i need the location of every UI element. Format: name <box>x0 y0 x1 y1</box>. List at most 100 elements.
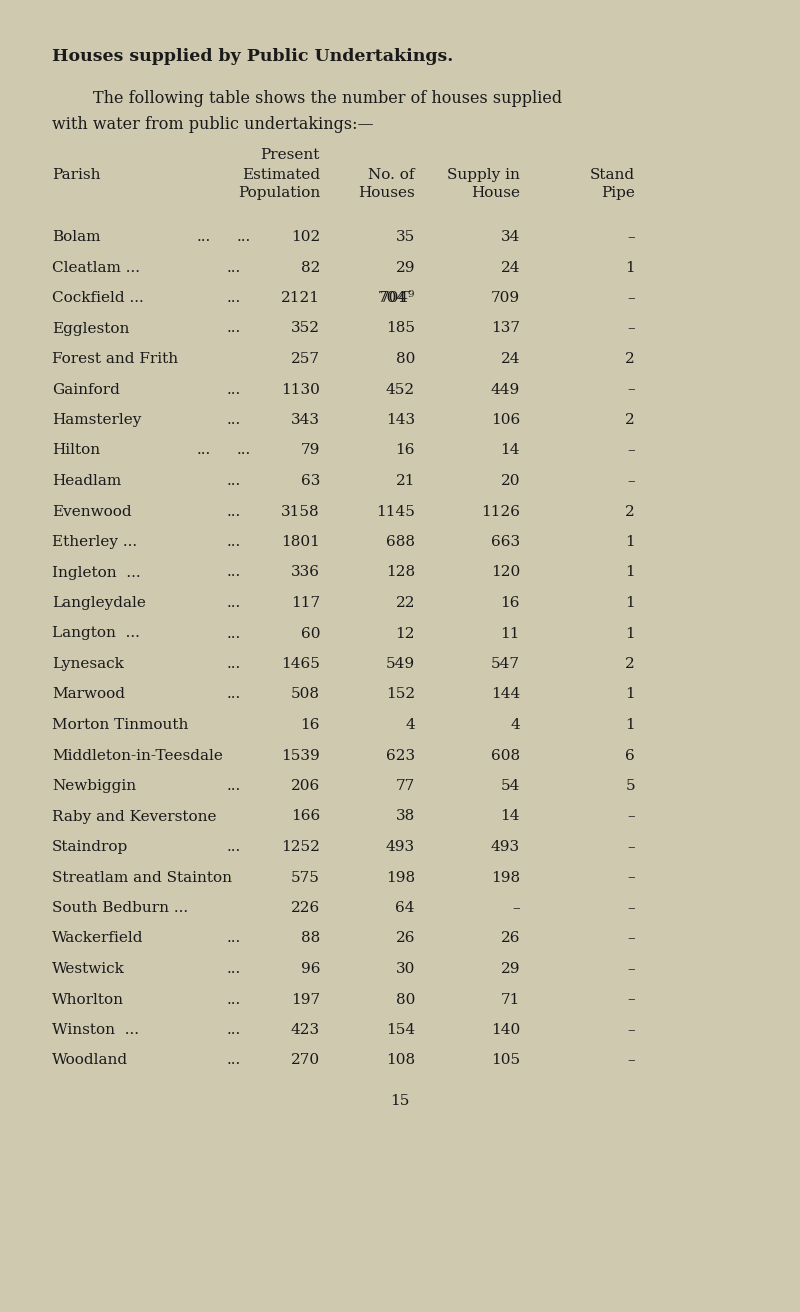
Text: Bolam: Bolam <box>52 230 101 244</box>
Text: 77: 77 <box>396 779 415 792</box>
Text: 1: 1 <box>626 261 635 274</box>
Text: Cockfield ...: Cockfield ... <box>52 291 144 304</box>
Text: 2: 2 <box>626 413 635 426</box>
Text: 226: 226 <box>290 901 320 914</box>
Text: 26: 26 <box>395 932 415 946</box>
Text: ...: ... <box>227 321 242 336</box>
Text: 493: 493 <box>491 840 520 854</box>
Text: Woodland: Woodland <box>52 1054 128 1068</box>
Text: ...: ... <box>197 230 211 244</box>
Text: 575: 575 <box>291 870 320 884</box>
Text: –: – <box>627 840 635 854</box>
Text: 2121: 2121 <box>281 291 320 304</box>
Text: ...: ... <box>227 261 242 274</box>
Text: –: – <box>627 962 635 976</box>
Text: 144: 144 <box>490 687 520 702</box>
Text: 29: 29 <box>395 261 415 274</box>
Text: 82: 82 <box>301 261 320 274</box>
Text: 1130: 1130 <box>281 383 320 396</box>
Text: Pipe: Pipe <box>601 186 635 199</box>
Text: 106: 106 <box>490 413 520 426</box>
Text: Headlam: Headlam <box>52 474 122 488</box>
Text: –: – <box>627 443 635 458</box>
Text: ...: ... <box>227 291 242 304</box>
Text: 623: 623 <box>386 749 415 762</box>
Text: –: – <box>627 321 635 336</box>
Text: 54: 54 <box>501 779 520 792</box>
Text: 108: 108 <box>386 1054 415 1068</box>
Text: 423: 423 <box>291 1023 320 1036</box>
Text: 1539: 1539 <box>282 749 320 762</box>
Text: 547: 547 <box>491 657 520 670</box>
Text: Marwood: Marwood <box>52 687 125 702</box>
Text: ...: ... <box>237 230 251 244</box>
Text: The following table shows the number of houses supplied: The following table shows the number of … <box>52 91 562 108</box>
Text: 16: 16 <box>301 718 320 732</box>
Text: 64: 64 <box>395 901 415 914</box>
Text: –: – <box>627 291 635 304</box>
Text: ...: ... <box>227 627 242 640</box>
Text: Winston  ...: Winston ... <box>52 1023 139 1036</box>
Text: Raby and Keverstone: Raby and Keverstone <box>52 810 217 824</box>
Text: Eggleston: Eggleston <box>52 321 130 336</box>
Text: ...: ... <box>227 413 242 426</box>
Text: Hilton: Hilton <box>52 443 100 458</box>
Text: 30: 30 <box>396 962 415 976</box>
Text: 343: 343 <box>291 413 320 426</box>
Text: Streatlam and Stainton: Streatlam and Stainton <box>52 870 232 884</box>
Text: ...: ... <box>227 840 242 854</box>
Text: 154: 154 <box>386 1023 415 1036</box>
Text: 493: 493 <box>386 840 415 854</box>
Text: Langleydale: Langleydale <box>52 596 146 610</box>
Text: 71: 71 <box>501 992 520 1006</box>
Text: –: – <box>627 992 635 1006</box>
Text: No. of: No. of <box>369 168 415 182</box>
Text: Gainford: Gainford <box>52 383 120 396</box>
Text: ...: ... <box>227 687 242 702</box>
Text: ...: ... <box>227 779 242 792</box>
Text: 105: 105 <box>491 1054 520 1068</box>
Text: 140: 140 <box>490 1023 520 1036</box>
Text: ...: ... <box>227 565 242 580</box>
Text: ...: ... <box>227 596 242 610</box>
Text: 709: 709 <box>491 291 520 304</box>
Text: ...: ... <box>237 443 251 458</box>
Text: 452: 452 <box>386 383 415 396</box>
Text: Present: Present <box>260 148 320 161</box>
Text: Wackerfield: Wackerfield <box>52 932 143 946</box>
Text: 63: 63 <box>301 474 320 488</box>
Text: 143: 143 <box>386 413 415 426</box>
Text: 21: 21 <box>395 474 415 488</box>
Text: ...: ... <box>227 383 242 396</box>
Text: –: – <box>627 810 635 824</box>
Text: 1252: 1252 <box>281 840 320 854</box>
Text: –: – <box>627 932 635 946</box>
Text: 1: 1 <box>626 535 635 548</box>
Text: 4: 4 <box>406 718 415 732</box>
Text: Population: Population <box>238 186 320 199</box>
Text: with water from public undertakings:—: with water from public undertakings:— <box>52 115 374 133</box>
Text: Morton Tinmouth: Morton Tinmouth <box>52 718 188 732</box>
Text: 1145: 1145 <box>376 505 415 518</box>
Text: 2: 2 <box>626 352 635 366</box>
Text: Lynesack: Lynesack <box>52 657 124 670</box>
Text: 1801: 1801 <box>281 535 320 548</box>
Text: 14: 14 <box>501 443 520 458</box>
Text: 24: 24 <box>501 352 520 366</box>
Text: 688: 688 <box>386 535 415 548</box>
Text: ...: ... <box>227 535 242 548</box>
Text: 206: 206 <box>290 779 320 792</box>
Text: 1: 1 <box>626 687 635 702</box>
Text: 1: 1 <box>626 565 635 580</box>
Text: 152: 152 <box>386 687 415 702</box>
Text: Parish: Parish <box>52 168 101 182</box>
Text: Stand: Stand <box>590 168 635 182</box>
Text: Staindrop: Staindrop <box>52 840 128 854</box>
Text: –: – <box>627 230 635 244</box>
Text: 352: 352 <box>291 321 320 336</box>
Text: 35: 35 <box>396 230 415 244</box>
Text: 198: 198 <box>491 870 520 884</box>
Text: Evenwood: Evenwood <box>52 505 132 518</box>
Text: 270: 270 <box>291 1054 320 1068</box>
Text: 1: 1 <box>626 718 635 732</box>
